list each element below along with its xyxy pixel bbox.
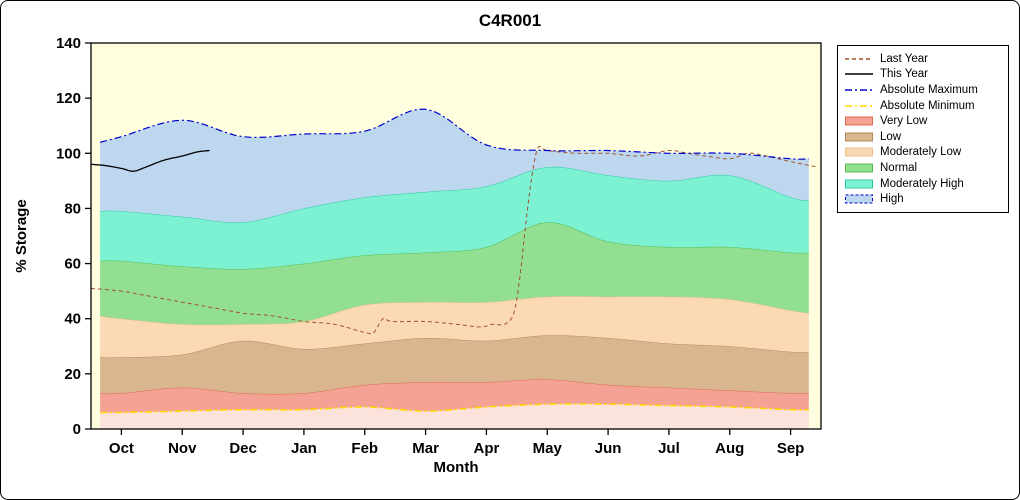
x-tick-label: Jan xyxy=(291,440,317,457)
legend-label: This Year xyxy=(880,68,928,81)
y-tick-label: 40 xyxy=(64,311,81,328)
y-axis-label: % Storage xyxy=(13,199,30,273)
x-tick-label: Apr xyxy=(473,440,499,457)
line-absolute-minimum xyxy=(100,403,809,414)
legend-band-swatch xyxy=(845,132,873,142)
line-absolute-maximum xyxy=(99,108,809,160)
chart-title: C4R001 xyxy=(478,11,542,30)
legend-label: Absolute Maximum xyxy=(880,83,978,96)
legend-band-swatch xyxy=(845,116,873,126)
x-axis-label: Month xyxy=(433,459,479,476)
plot-border xyxy=(90,42,822,430)
x-tick-label: Nov xyxy=(168,440,197,457)
y-tick-label: 100 xyxy=(56,145,81,162)
legend-item-normal: Normal xyxy=(844,160,1002,176)
x-tick-label: Dec xyxy=(229,440,257,457)
legend-label: High xyxy=(880,193,904,206)
legend-line-swatch xyxy=(845,73,873,76)
line-last-year xyxy=(90,145,819,335)
x-tick-label: May xyxy=(533,440,563,457)
legend-line-swatch xyxy=(845,89,873,91)
y-tick-label: 20 xyxy=(64,366,81,383)
legend-label: Moderately High xyxy=(880,177,964,190)
x-tick-label: Sep xyxy=(777,440,805,457)
legend-band-swatch xyxy=(845,163,873,173)
legend-label: Low xyxy=(880,130,902,143)
y-tick-label: 80 xyxy=(64,200,81,217)
band-normal xyxy=(100,222,809,325)
y-tick-label: 140 xyxy=(56,35,81,52)
legend-label: Last Year xyxy=(880,52,928,65)
y-tick-label: 120 xyxy=(56,90,81,107)
legend-item-last-year: Last Year xyxy=(844,51,1002,67)
legend-item-very-low: Very Low xyxy=(844,113,1002,129)
band-moderately-low xyxy=(100,296,809,358)
legend-band-swatch xyxy=(845,147,873,157)
y-tick-label: 60 xyxy=(64,256,81,273)
x-tick-label: Feb xyxy=(351,440,378,457)
legend-label: Very Low xyxy=(880,115,928,128)
legend-label: Normal xyxy=(880,161,918,174)
legend-band-swatch xyxy=(845,179,873,189)
legend-line-swatch xyxy=(845,58,873,60)
legend-item-low: Low xyxy=(844,129,1002,145)
x-tick-label: Jun xyxy=(595,440,622,457)
band-high xyxy=(100,109,809,223)
line-this-year xyxy=(90,149,210,172)
band-low xyxy=(100,335,809,394)
band-moderately-high xyxy=(100,166,809,270)
legend-item-moderately-high: Moderately High xyxy=(844,176,1002,192)
legend-item-absolute-minimum: Absolute Minimum xyxy=(844,98,1002,114)
legend-item-absolute-maximum: Absolute Maximum xyxy=(844,82,1002,98)
y-tick-label: 0 xyxy=(73,421,81,438)
x-tick-label: Aug xyxy=(715,440,744,457)
legend-label: Absolute Minimum xyxy=(880,99,975,112)
legend-item-moderately-low: Moderately Low xyxy=(844,145,1002,161)
x-tick-label: Jul xyxy=(658,440,680,457)
legend-label: Moderately Low xyxy=(880,146,962,159)
x-tick-label: Mar xyxy=(412,440,439,457)
legend-band-swatch xyxy=(845,194,873,204)
legend-line-swatch xyxy=(845,104,873,107)
x-tick-label: Oct xyxy=(109,440,134,457)
legend-item-high: High xyxy=(844,191,1002,207)
legend: Last Year This Year Absolute Maximum Absolu… xyxy=(837,45,1009,213)
band-very-low xyxy=(100,379,809,413)
legend-item-this-year: This Year xyxy=(844,67,1002,83)
band-below-minimum xyxy=(100,403,809,429)
